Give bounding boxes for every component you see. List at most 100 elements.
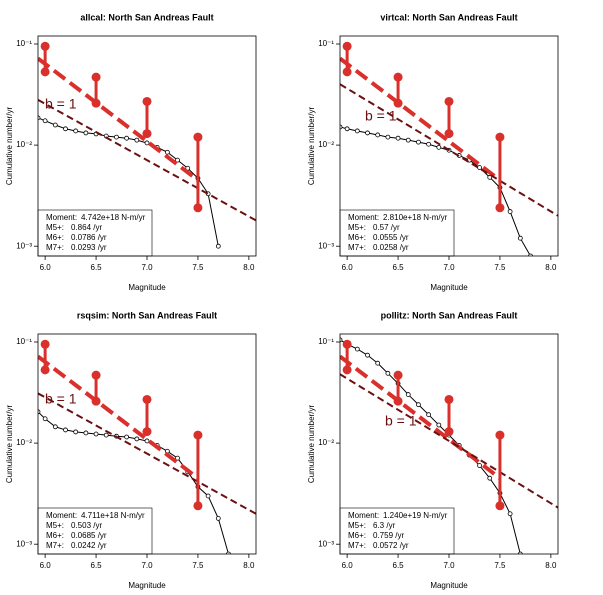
- error-bar-low: [495, 203, 505, 213]
- plot-area: [38, 41, 256, 249]
- legend-label: M6+:: [348, 531, 366, 540]
- legend-value: 1.240e+19 N-m/yr: [383, 511, 448, 520]
- data-point: [517, 551, 523, 554]
- error-bar-low: [193, 501, 203, 511]
- x-tick-label: 6.5: [91, 561, 103, 570]
- legend-value: 0.0685 /yr: [71, 531, 107, 540]
- error-bar-low: [142, 427, 152, 437]
- legend-label: M6+:: [46, 531, 64, 540]
- x-tick-label: 7.5: [192, 263, 204, 272]
- data-point: [405, 392, 411, 397]
- error-bar-high: [342, 339, 352, 349]
- legend-label: M7+:: [46, 243, 64, 252]
- y-tick-label: 10⁻¹: [318, 337, 334, 346]
- x-tick-label: 7.0: [141, 561, 153, 570]
- data-point: [52, 122, 58, 128]
- panel: allcal: North San Andreas Fault Magnitude…: [5, 12, 257, 292]
- data-point: [477, 165, 482, 170]
- plot-frame: [37, 333, 257, 555]
- error-bar-low: [193, 203, 203, 213]
- series-line: [340, 373, 558, 509]
- x-tick-label: 7.0: [443, 561, 455, 570]
- legend-label: M6+:: [46, 233, 64, 242]
- data-point: [134, 436, 140, 442]
- y-axis-label: Cumulative number/yr: [307, 405, 316, 484]
- error-bar-high: [393, 370, 403, 380]
- series-line: [38, 56, 200, 182]
- error-bar-low: [142, 129, 152, 139]
- data-point: [63, 126, 68, 132]
- x-tick-label: 6.0: [342, 561, 354, 570]
- x-axis-label: Magnitude: [128, 581, 166, 590]
- data-point: [385, 134, 391, 140]
- error-bar-low: [444, 129, 454, 139]
- error-bar-high: [91, 72, 101, 82]
- data-point: [365, 130, 370, 136]
- x-tick-label: 6.0: [40, 561, 52, 570]
- data-point: [344, 126, 350, 132]
- series-line: [340, 56, 502, 182]
- annotation: b = 1: [45, 391, 77, 407]
- error-bar-high: [495, 132, 505, 142]
- error-bar-high: [40, 339, 50, 349]
- legend-label: M5+:: [46, 223, 64, 232]
- y-tick-label: 10⁻²: [318, 140, 334, 149]
- data-point: [507, 511, 513, 517]
- data-point: [73, 429, 79, 435]
- chart-title: pollitz: North San Andreas Fault: [381, 310, 518, 320]
- error-bar-high: [193, 132, 203, 142]
- error-bar-low: [91, 98, 101, 108]
- error-bar-high: [444, 394, 454, 404]
- y-tick-label: 10⁻³: [16, 241, 32, 250]
- data-point: [487, 475, 493, 481]
- x-tick-label: 8.0: [243, 263, 255, 272]
- x-tick-label: 7.5: [192, 561, 204, 570]
- legend-label: Moment:: [348, 511, 379, 520]
- y-tick-label: 10⁻²: [16, 140, 32, 149]
- data-point: [103, 432, 109, 438]
- y-tick-label: 10⁻³: [318, 539, 334, 548]
- legend-value: 0.0258 /yr: [373, 243, 409, 252]
- data-point: [144, 140, 150, 146]
- legend-value: 0.0572 /yr: [373, 541, 409, 550]
- error-bar-high: [40, 41, 50, 51]
- series-line: [38, 354, 200, 480]
- x-tick-label: 8.0: [545, 561, 557, 570]
- data-point: [93, 431, 99, 437]
- data-point: [83, 130, 89, 136]
- error-bar-high: [495, 430, 505, 440]
- error-bar-high: [142, 394, 152, 404]
- y-tick-label: 10⁻³: [16, 539, 32, 548]
- x-tick-label: 6.0: [342, 263, 354, 272]
- x-tick-label: 6.5: [91, 263, 103, 272]
- x-axis-label: Magnitude: [430, 581, 468, 590]
- error-bar-high: [393, 72, 403, 82]
- legend-label: M7+:: [348, 243, 366, 252]
- data-point: [114, 134, 119, 140]
- data-point: [134, 137, 140, 143]
- x-tick-label: 6.0: [40, 263, 52, 272]
- data-point: [144, 438, 150, 444]
- plot-frame: [37, 35, 257, 257]
- y-axis-label: Cumulative number/yr: [307, 107, 316, 186]
- legend-label: Moment:: [46, 213, 77, 222]
- error-bar-low: [40, 67, 50, 77]
- series-line: [340, 354, 502, 480]
- annotation: b = 1: [365, 108, 397, 124]
- data-point: [226, 551, 231, 554]
- y-axis-label: Cumulative number/yr: [5, 107, 14, 186]
- data-point: [385, 370, 391, 376]
- legend-value: 0.0293 /yr: [71, 243, 107, 252]
- x-tick-label: 6.5: [393, 561, 405, 570]
- error-bar-high: [91, 370, 101, 380]
- chart-title: allcal: North San Andreas Fault: [80, 12, 213, 22]
- data-point: [205, 493, 211, 499]
- data-point: [528, 253, 533, 256]
- plot-area: [340, 41, 558, 256]
- data-point: [215, 515, 221, 521]
- error-bar-low: [40, 365, 50, 375]
- data-point: [416, 402, 421, 408]
- data-point: [340, 124, 343, 130]
- legend-value: 0.57 /yr: [373, 223, 400, 232]
- legend-label: M5+:: [348, 521, 366, 530]
